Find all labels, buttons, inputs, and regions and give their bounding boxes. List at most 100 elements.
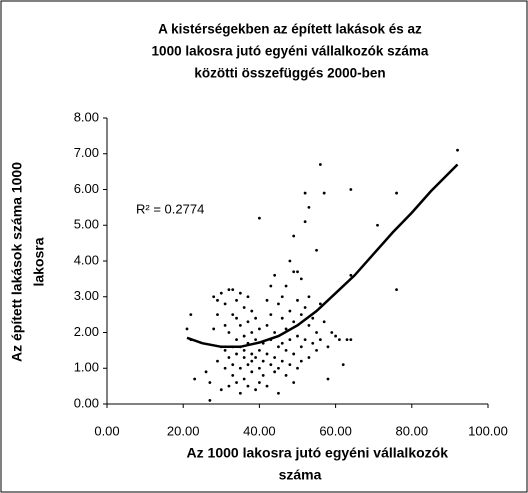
- point: [395, 191, 398, 195]
- point: [227, 356, 231, 359]
- point: [193, 377, 197, 381]
- point: [216, 313, 219, 317]
- point: [292, 352, 296, 356]
- point: [303, 306, 307, 309]
- point: [341, 363, 345, 367]
- point: [261, 374, 265, 377]
- point: [242, 356, 246, 359]
- point: [242, 377, 246, 381]
- point: [216, 359, 219, 363]
- point: [284, 374, 288, 377]
- point: [273, 370, 277, 374]
- point: [235, 316, 238, 320]
- point: [258, 366, 261, 370]
- point: [238, 323, 242, 327]
- point: [284, 284, 288, 288]
- point: [246, 384, 250, 388]
- point: [231, 363, 235, 367]
- point: [311, 316, 315, 320]
- point: [292, 270, 296, 274]
- point: [242, 306, 246, 309]
- point: [250, 352, 254, 356]
- point: [296, 366, 299, 370]
- point: [288, 338, 292, 342]
- point: [250, 331, 254, 334]
- point: [258, 381, 261, 384]
- point: [246, 320, 250, 324]
- point: [334, 334, 337, 338]
- trendline: [186, 163, 459, 349]
- point: [242, 348, 246, 352]
- point: [318, 338, 322, 342]
- point: [212, 327, 216, 331]
- point: [292, 234, 296, 238]
- point: [204, 370, 208, 374]
- point: [216, 298, 219, 302]
- point: [219, 388, 223, 392]
- y-tick-label: 4.00: [74, 252, 99, 267]
- point: [277, 302, 280, 306]
- point: [349, 338, 353, 342]
- point: [376, 223, 379, 227]
- point: [219, 291, 223, 295]
- point: [223, 323, 227, 327]
- point: [258, 327, 261, 331]
- point: [265, 323, 269, 327]
- x-tick-label: 100.00: [468, 423, 508, 438]
- point: [235, 338, 238, 342]
- r-squared: R² = 0.2774: [136, 201, 204, 216]
- point: [280, 295, 284, 299]
- x-tick-label: 60.00: [319, 423, 352, 438]
- point: [273, 273, 277, 277]
- point: [231, 313, 235, 317]
- point: [227, 331, 231, 334]
- point: [288, 309, 292, 313]
- point: [277, 366, 280, 370]
- point: [238, 391, 242, 395]
- point: [235, 352, 238, 356]
- point: [246, 295, 250, 299]
- point: [208, 381, 212, 384]
- point: [254, 316, 257, 320]
- point: [273, 331, 277, 334]
- point: [235, 298, 238, 302]
- point: [303, 338, 307, 342]
- point: [277, 345, 280, 349]
- point: [238, 291, 242, 295]
- y-tick-label: 0.00: [74, 395, 99, 410]
- point: [235, 381, 238, 384]
- point: [269, 313, 273, 317]
- point: [265, 298, 269, 302]
- y-tick-label: 8.00: [74, 109, 99, 124]
- point: [296, 298, 299, 302]
- point: [299, 359, 303, 363]
- point: [284, 327, 288, 331]
- point: [322, 320, 326, 324]
- point: [318, 302, 322, 306]
- chart-title: 1000 lakosra jutó egyéni vállalkozók szá…: [152, 44, 429, 59]
- point: [326, 345, 330, 349]
- y-tick-label: 7.00: [74, 145, 99, 160]
- point: [227, 384, 231, 388]
- point: [307, 295, 311, 299]
- point: [307, 205, 311, 209]
- point: [299, 345, 303, 349]
- point: [296, 334, 299, 338]
- point: [456, 148, 459, 152]
- point: [311, 341, 315, 345]
- point: [326, 377, 330, 381]
- point: [246, 363, 250, 367]
- point: [315, 331, 318, 334]
- point: [345, 338, 349, 342]
- x-tick-label: 40.00: [243, 423, 276, 438]
- point: [231, 288, 235, 291]
- point: [258, 348, 261, 352]
- point: [288, 363, 292, 367]
- point: [254, 338, 257, 342]
- point: [269, 363, 273, 367]
- point: [299, 313, 303, 317]
- point: [185, 327, 189, 331]
- y-tick-label: 2.00: [74, 324, 99, 339]
